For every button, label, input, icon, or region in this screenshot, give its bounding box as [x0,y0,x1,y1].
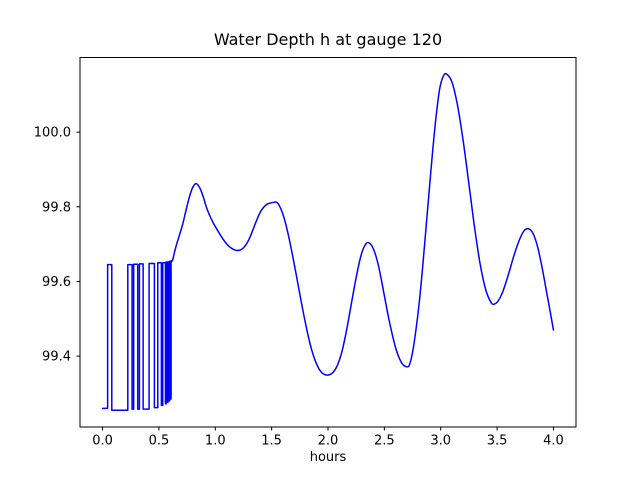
y-tick-label: 99.6 [42,275,71,290]
chart-title: Water Depth h at gauge 120 [213,30,443,49]
water-depth-line [101,72,555,411]
x-tick-label: 1.5 [261,434,282,449]
y-tick-label: 99.8 [42,200,71,215]
x-tick-label: 3.5 [487,434,508,449]
x-tick-label: 2.0 [318,434,339,449]
x-tick-label: 3.0 [430,434,451,449]
x-tick-label: 0.5 [149,434,170,449]
y-tick-label: 99.4 [42,350,71,365]
x-tick-label: 0.0 [92,434,113,449]
x-axis-label: hours [309,450,347,465]
x-tick-label: 2.5 [374,434,395,449]
x-tick-label: 4.0 [543,434,564,449]
x-tick-label: 1.0 [205,434,226,449]
y-tick-label: 100.0 [34,126,71,141]
